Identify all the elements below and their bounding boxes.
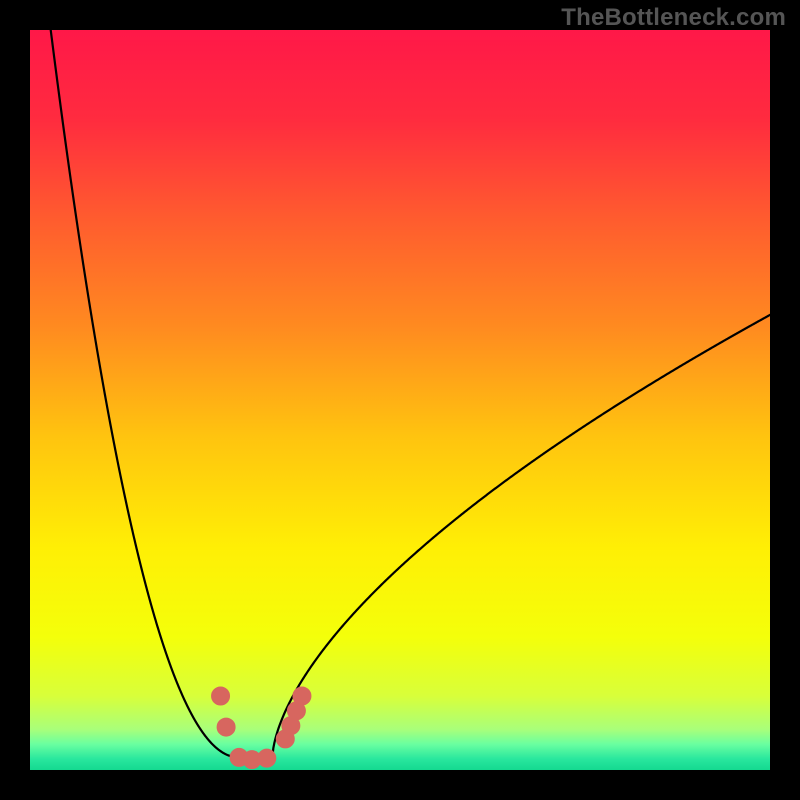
marker-point [293, 687, 311, 705]
chart-frame: TheBottleneck.com [0, 0, 800, 800]
chart-svg [30, 30, 770, 770]
watermark-text: TheBottleneck.com [561, 4, 786, 32]
marker-point [212, 687, 230, 705]
marker-point [217, 718, 235, 736]
marker-point [258, 749, 276, 767]
plot-area [30, 30, 770, 770]
chart-background [30, 30, 770, 770]
